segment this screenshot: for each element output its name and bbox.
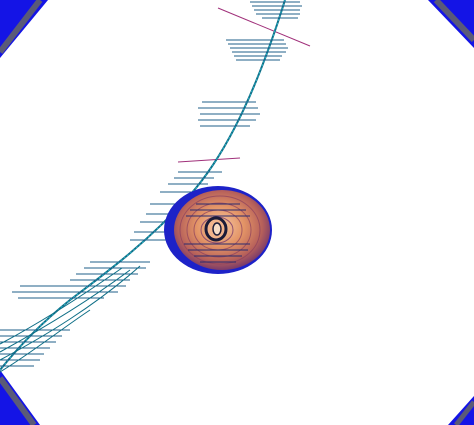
detector-hit-dashes xyxy=(184,203,250,263)
frame-corner-top-left xyxy=(0,0,48,58)
frame-corner-bottom-left xyxy=(0,370,40,425)
secondary-tracks xyxy=(0,265,141,373)
frame-edge-top-left xyxy=(0,0,43,54)
frame-edge-bottom-left xyxy=(0,376,37,425)
frame-edge-bottom-right xyxy=(454,400,474,425)
detector-core-inner xyxy=(212,222,222,236)
barrel-detector[interactable] xyxy=(164,186,272,274)
frame-corner-bottom-right xyxy=(448,396,474,425)
particle-track-highlight xyxy=(0,0,286,371)
secondary-track xyxy=(0,269,131,353)
secondary-track xyxy=(0,265,141,361)
frame-corner-top-right xyxy=(428,0,474,48)
particle-track-group xyxy=(0,0,286,371)
magenta-marker-mid xyxy=(177,157,241,163)
secondary-track xyxy=(0,309,91,373)
detector-layer-ring xyxy=(179,195,261,265)
magenta-marker-top xyxy=(217,7,311,47)
frame-edge-top-right xyxy=(433,0,474,43)
secondary-track xyxy=(0,267,123,345)
magenta-markers xyxy=(177,7,311,163)
hit-marks xyxy=(0,1,302,367)
detector-layer-ring xyxy=(186,202,252,258)
